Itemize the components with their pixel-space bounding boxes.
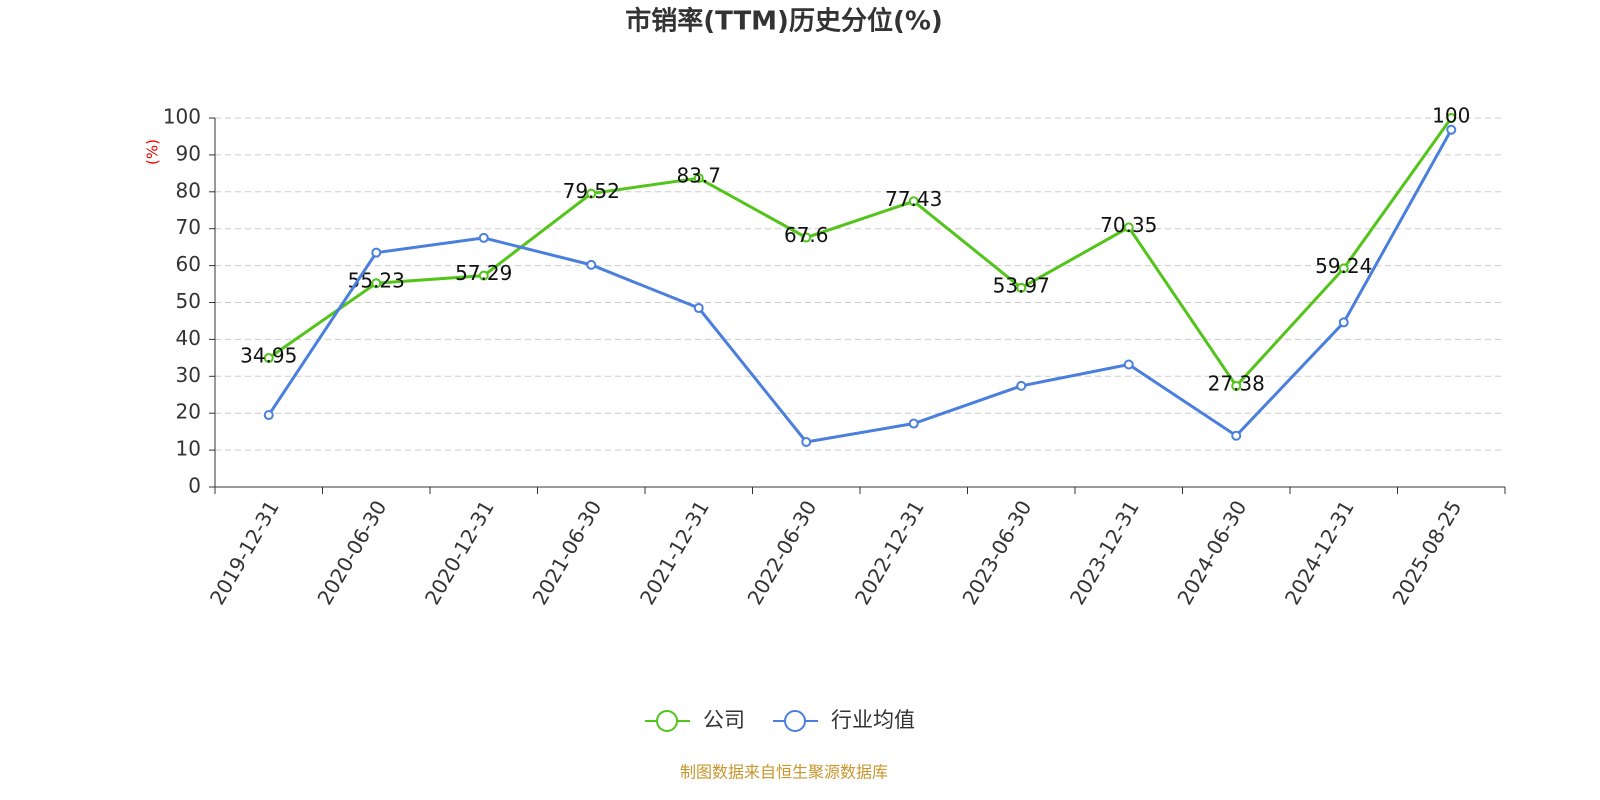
series-line [267, 129, 1453, 444]
x-tick-label: 2023-06-30 [957, 496, 1036, 609]
legend-label: 公司 [703, 708, 745, 732]
point [693, 173, 704, 184]
point [586, 188, 597, 199]
data-label: 100 [1432, 104, 1470, 128]
point [1338, 317, 1349, 328]
legend-label: 行业均值 [831, 708, 915, 732]
legend-symbol [656, 710, 678, 732]
point [1016, 380, 1027, 391]
point [371, 247, 382, 258]
data-label: 59.24 [1315, 254, 1372, 278]
x-tick-label: 2020-12-31 [420, 496, 499, 609]
point [1231, 380, 1242, 391]
data-label: 27.38 [1208, 371, 1265, 395]
series-line [267, 117, 1453, 389]
point [1123, 359, 1134, 370]
data-label: 53.97 [993, 273, 1050, 297]
point [908, 418, 919, 429]
data-label: 57.29 [455, 261, 512, 285]
x-tick-label: 2020-06-30 [312, 496, 391, 609]
y-tick-label: 30 [176, 363, 201, 387]
y-tick-label: 10 [176, 437, 201, 461]
point [1123, 222, 1134, 233]
y-tick-label: 60 [176, 252, 201, 276]
point [263, 353, 274, 364]
point [478, 270, 489, 281]
point [801, 232, 812, 243]
data-label: 70.35 [1100, 213, 1157, 237]
y-tick-label: 50 [176, 289, 201, 313]
y-tick-label: 70 [176, 215, 201, 239]
y-tick-label: 0 [188, 474, 201, 498]
chart-title: 市销率(TTM)历史分位(%) [625, 6, 943, 37]
point [1446, 124, 1457, 135]
source-note: 制图数据来自恒生聚源数据库 [680, 763, 888, 782]
point [263, 410, 274, 421]
legend-symbol [784, 710, 806, 732]
data-label: 67.6 [784, 223, 829, 247]
x-tick-label: 2019-12-31 [205, 496, 284, 609]
point [1338, 263, 1349, 274]
point [1231, 430, 1242, 441]
x-tick-label: 2021-06-30 [527, 496, 606, 609]
x-tick-label: 2023-12-31 [1065, 496, 1144, 609]
point [693, 303, 704, 314]
x-tick-label: 2024-12-31 [1280, 496, 1359, 609]
y-tick-label: 90 [176, 141, 201, 165]
point [371, 278, 382, 289]
x-tick-label: 2024-06-30 [1172, 496, 1251, 609]
y-tick-label: 100 [163, 105, 201, 129]
data-label: 77.43 [885, 187, 942, 211]
point [1446, 113, 1457, 123]
data-label: 34.95 [240, 344, 297, 368]
point [908, 196, 919, 207]
x-tick-label: 2025-08-25 [1387, 496, 1466, 609]
y-axis-label: (%) [144, 139, 162, 165]
x-tick-label: 2022-06-30 [742, 496, 821, 609]
y-tick-label: 40 [176, 326, 201, 350]
point [586, 259, 597, 270]
point [478, 232, 489, 243]
point [1016, 282, 1027, 293]
data-label: 79.52 [563, 179, 620, 203]
y-tick-label: 80 [176, 178, 201, 202]
point [801, 436, 812, 447]
y-tick-label: 20 [176, 400, 201, 424]
data-label: 83.7 [676, 164, 721, 188]
x-tick-label: 2022-12-31 [850, 496, 929, 609]
x-tick-label: 2021-12-31 [635, 496, 714, 609]
